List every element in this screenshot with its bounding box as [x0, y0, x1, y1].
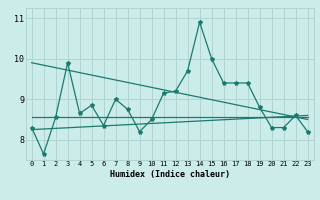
- X-axis label: Humidex (Indice chaleur): Humidex (Indice chaleur): [109, 170, 230, 179]
